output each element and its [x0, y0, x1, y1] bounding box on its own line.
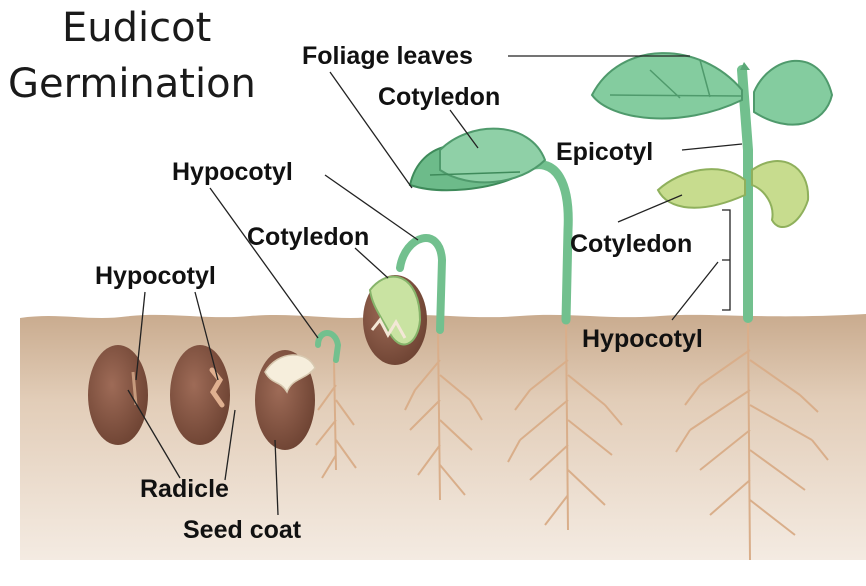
title-line2: Germination: [8, 61, 256, 107]
soil: [20, 314, 866, 560]
label-cotyledon-top: Cotyledon: [378, 83, 501, 111]
leader-epicotyl: [681, 143, 743, 151]
hypocotyl-stage5: [515, 160, 573, 325]
cotyledons-stage6: [656, 160, 810, 229]
leader-cotyledon-right: [617, 194, 683, 223]
leader-radicle-2: [224, 409, 236, 481]
stem-stage6: [737, 65, 753, 323]
label-seed-coat: Seed coat: [183, 516, 302, 544]
leader-cotyledon-mid: [354, 247, 389, 279]
bracket-hypocotyl-right: [722, 209, 731, 311]
cotyledon-stage4: [363, 275, 427, 365]
leader-hypocotyl-right: [671, 261, 719, 321]
label-cotyledon-mid: Cotyledon: [247, 223, 370, 251]
leader-foliage-to-stage5: [329, 71, 413, 189]
label-foliage-leaves: Foliage leaves: [302, 42, 473, 70]
label-epicotyl: Epicotyl: [556, 138, 654, 166]
label-hypocotyl-left: Hypocotyl: [95, 262, 216, 290]
hypocotyl-hook-stage3: [315, 330, 342, 363]
roots: [315, 317, 829, 561]
leader-hypocotyl-mid: [324, 174, 419, 241]
label-radicle: Radicle: [140, 475, 229, 503]
leader-cotyledon-top: [449, 109, 479, 149]
hypocotyl-hook-stage4: [396, 234, 447, 334]
foliage-leaves-stage6: [590, 52, 834, 126]
leader-hypocotyl-mid-2: [209, 187, 319, 339]
leader-lines: [127, 55, 743, 516]
leader-hypocotyl-left-1: [135, 291, 146, 381]
seed-stage2: [170, 345, 230, 445]
leader-hypocotyl-left-2: [194, 291, 219, 381]
title-line1: Eudicot: [62, 5, 212, 51]
seed-stage3: [255, 350, 316, 450]
label-cotyledon-right: Cotyledon: [570, 230, 693, 258]
leader-seed-coat: [274, 439, 279, 516]
seed-stage1: [88, 345, 148, 445]
label-hypocotyl-mid: Hypocotyl: [172, 158, 293, 186]
leader-radicle-1: [127, 389, 181, 479]
leaves-stage5: [408, 127, 547, 192]
label-hypocotyl-right: Hypocotyl: [582, 325, 703, 353]
